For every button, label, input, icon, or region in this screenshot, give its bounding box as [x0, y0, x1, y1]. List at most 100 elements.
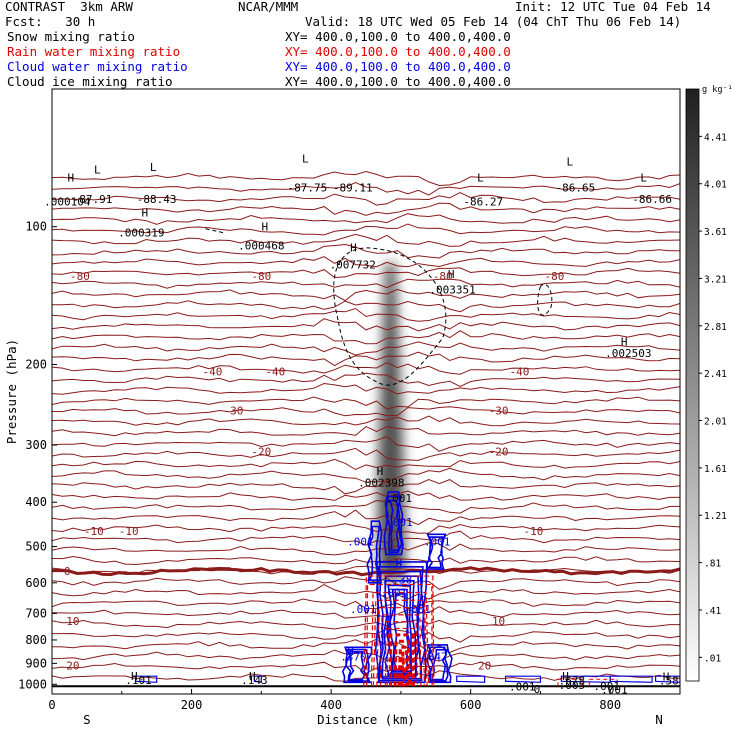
y-tick-label: 800 [25, 633, 47, 647]
high-marker: H [131, 670, 138, 683]
contour-value: .001 [381, 586, 408, 599]
contour-value: .001 [386, 492, 413, 505]
colorbar-unit: g kg⁻¹ [702, 85, 733, 95]
contour-value: .001 [347, 536, 374, 549]
x-tick-label: 0 [48, 698, 55, 712]
low-marker: L [94, 164, 101, 177]
contour-value: -89.11 [333, 181, 373, 194]
contour-value: .002398 [358, 476, 404, 489]
isotherm [52, 584, 680, 600]
isotherm-label: -30 [489, 404, 509, 417]
field-xy-cloud-ice: XY= 400.0,100.0 to 400.0,400.0 [285, 74, 511, 89]
contour-value: .000319 [118, 227, 164, 240]
colorbar-tick-label: 3.21 [704, 274, 727, 285]
rain-water-contour [588, 678, 618, 687]
isotherm [52, 351, 680, 367]
rain-water-contour [372, 599, 428, 687]
contour-value: .001 [424, 536, 451, 549]
low-marker: L [640, 171, 647, 184]
isotherm [52, 436, 680, 452]
contour-value: .005 [559, 679, 586, 692]
cloud-water-contour [253, 675, 262, 683]
high-marker: H [395, 558, 402, 571]
plot-frame [51, 88, 681, 695]
field-xy-snow: XY= 400.0,100.0 to 400.0,400.0 [285, 29, 511, 44]
south-label: S [83, 712, 91, 727]
temperature-contours [52, 170, 680, 688]
rain-water-contours [363, 575, 618, 687]
y-tick-label: 200 [25, 357, 47, 371]
cloud-water-contours [135, 491, 680, 684]
field-label-cloud-water: Cloud water mixing ratio [7, 59, 188, 74]
high-marker: H [68, 171, 75, 184]
high-marker: H [350, 241, 357, 254]
isotherm [52, 598, 680, 610]
colorbar-tick-label: 2.41 [704, 369, 727, 380]
isotherm [52, 542, 680, 556]
colorbar-tick-label: 2.01 [704, 417, 727, 428]
snow-plume [377, 262, 406, 580]
rain-water-contour [384, 621, 419, 687]
contour-value: .003351 [429, 283, 475, 296]
model-title: CONTRAST 3km ARW [5, 0, 133, 14]
organization-label: NCAR/MMM [238, 0, 299, 14]
isotherm-label: -80 [251, 270, 271, 283]
contour-value: .143 [241, 674, 268, 687]
cloud-water-contour [426, 533, 447, 570]
rain-water-contour [389, 633, 415, 687]
low-marker: L [566, 155, 573, 168]
y-tick-label: 900 [25, 656, 47, 670]
isotherm [52, 267, 680, 279]
isotherm [52, 372, 680, 387]
high-marker: H [262, 221, 269, 234]
isotherm [52, 341, 680, 356]
isotherm-label: 0 [64, 565, 71, 578]
isotherm [52, 307, 680, 322]
x-axis-title: Distance (km) [317, 712, 415, 727]
isotherm-label: -20 [251, 446, 271, 459]
isotherm [52, 467, 680, 483]
isotherm [52, 233, 680, 247]
field-xy-rain: XY= 400.0,100.0 to 400.0,400.0 [285, 44, 511, 59]
isotherm [52, 638, 680, 653]
cloud-water-contour [456, 675, 486, 683]
isotherm [52, 243, 680, 259]
contour-value: .001 [509, 680, 536, 693]
low-marker: L [477, 171, 484, 184]
colorbar-tick-label: 4.01 [704, 180, 727, 191]
isotherm-label: -80 [433, 270, 453, 283]
isotherm [52, 458, 680, 471]
contour-value: .002503 [605, 347, 651, 360]
colorbar-tick-label: 4.41 [704, 132, 727, 143]
contour-value: .001 [404, 603, 431, 616]
y-tick-label: 100 [25, 220, 47, 234]
cloud-ice-contour [205, 228, 224, 234]
isotherm-label: -40 [265, 365, 285, 378]
rain-water-contour [366, 583, 433, 687]
contour-value: .101 [125, 674, 152, 687]
isotherm-label: -80 [70, 270, 90, 283]
isotherm-label: -40 [510, 365, 530, 378]
high-marker: H [562, 670, 569, 683]
isotherm [52, 523, 680, 534]
colorbar-tick-label: 1.21 [704, 511, 727, 522]
colorbar-tick-label: 2.81 [704, 322, 727, 333]
contour-value: .007732 [330, 259, 376, 272]
contour-value: -86.65 [555, 181, 595, 194]
colorbar-tick-label: 3.61 [704, 227, 727, 238]
isotherm [52, 490, 680, 501]
contour-value: -88.43 [137, 193, 177, 206]
cloud-water-contour [345, 648, 370, 682]
colorbar-tick-label: .41 [704, 606, 721, 617]
isotherm [52, 278, 680, 289]
isotherm [52, 300, 680, 313]
x-tick-label: 400 [320, 698, 342, 712]
cloud-water-contour [378, 570, 423, 680]
cloud-water-contour [428, 646, 449, 682]
cloud-ice-contour [537, 284, 553, 316]
contour-value: 0 [534, 683, 541, 696]
cloud-water-contour [389, 588, 413, 673]
snow-mixing-ratio-shading [377, 262, 406, 580]
